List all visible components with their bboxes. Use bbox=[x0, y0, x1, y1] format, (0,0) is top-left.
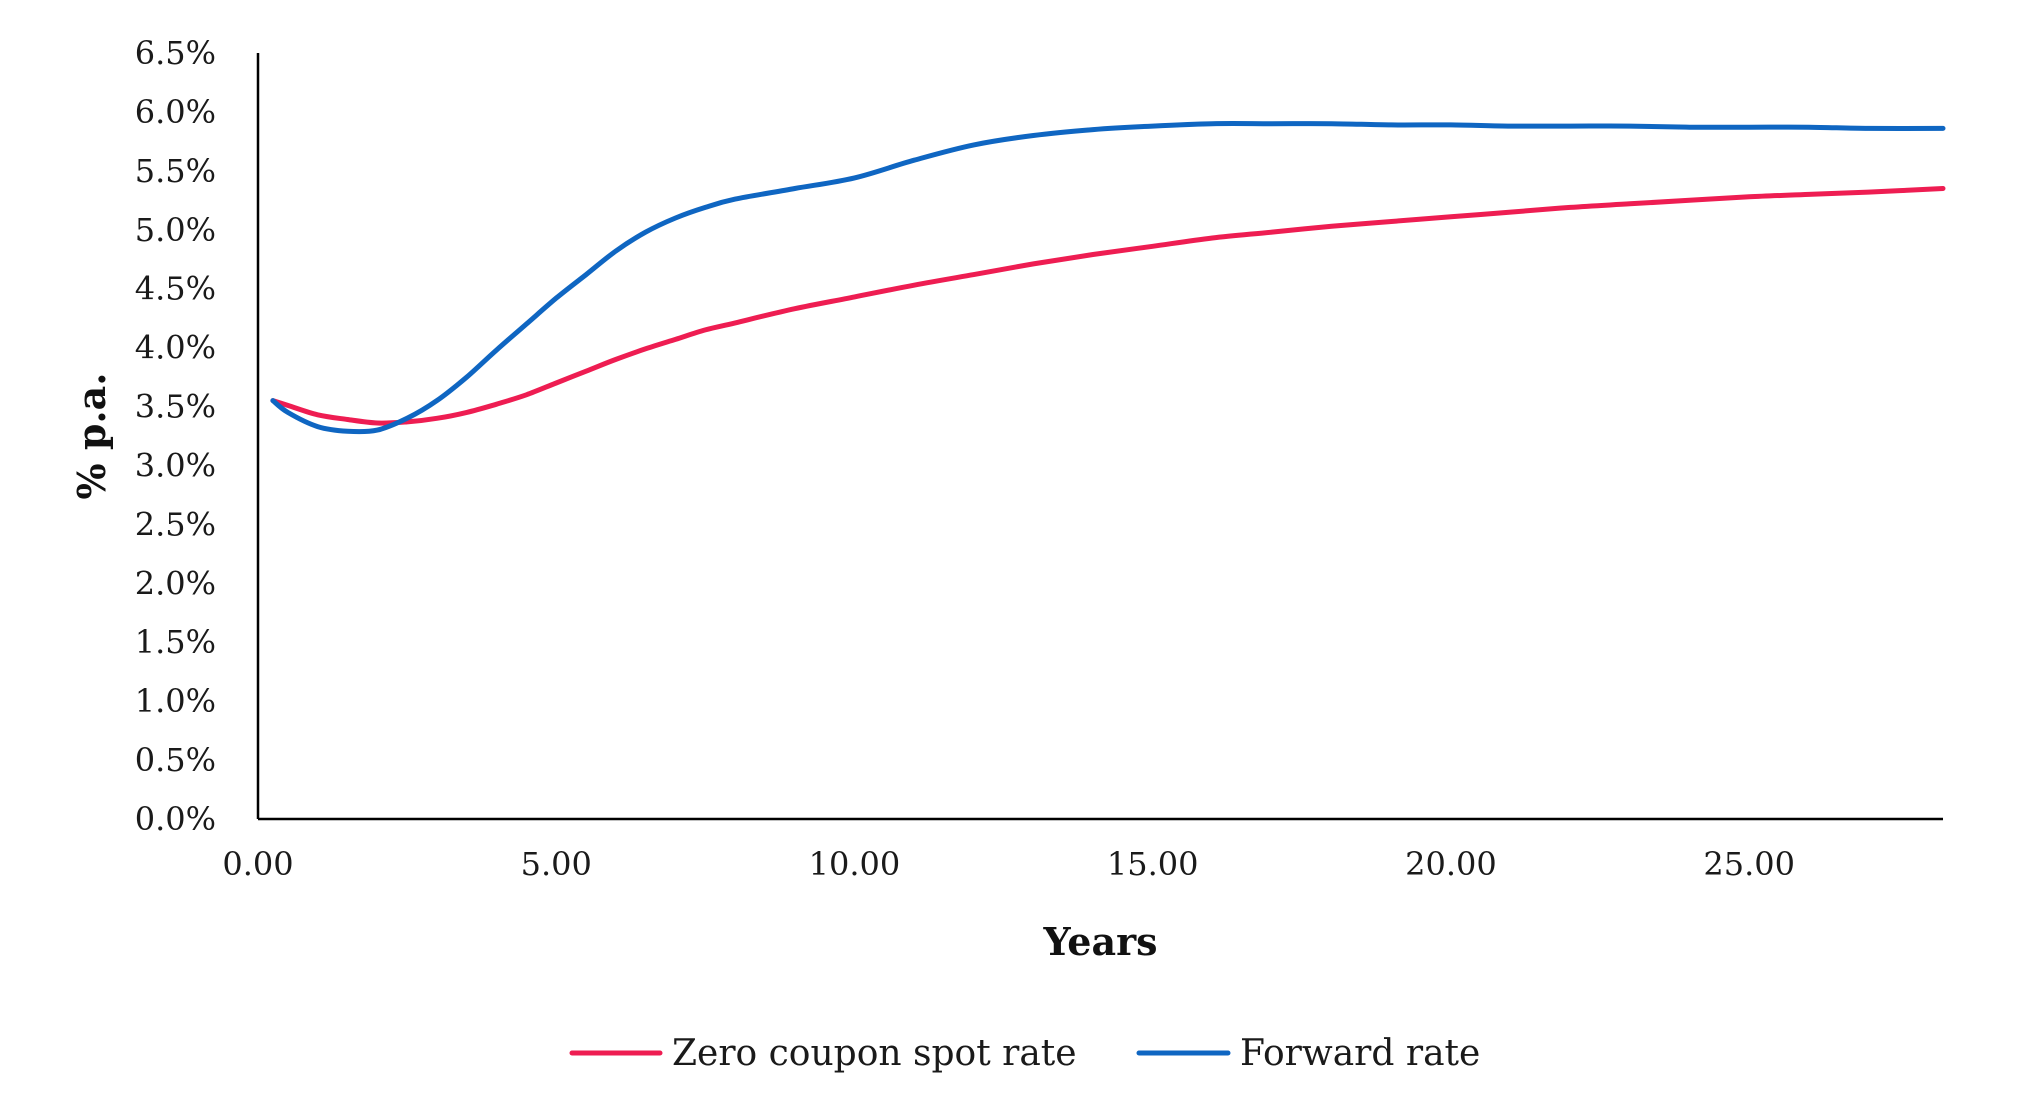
y-tick-label: 1.5% bbox=[135, 623, 216, 661]
y-axis-title: % p.a. bbox=[69, 373, 114, 500]
x-tick-label: 20.00 bbox=[1405, 845, 1497, 883]
x-axis-title: Years bbox=[1042, 919, 1157, 964]
y-tick-label: 1.0% bbox=[135, 682, 216, 720]
x-tick-label: 25.00 bbox=[1703, 845, 1795, 883]
y-tick-label: 2.5% bbox=[135, 505, 216, 543]
x-tick-label: 0.00 bbox=[222, 845, 293, 883]
y-tick-label: 6.5% bbox=[135, 34, 216, 72]
legend-label: Forward rate bbox=[1240, 1033, 1480, 1074]
x-tick-label: 5.00 bbox=[521, 845, 592, 883]
y-tick-label: 3.5% bbox=[135, 388, 216, 426]
x-tick-label: 15.00 bbox=[1107, 845, 1199, 883]
y-tick-label: 5.5% bbox=[135, 152, 216, 190]
y-axis-ticks: 0.0% 0.5% 1.0% 1.5% 2.0% 2.5% 3.0% 3.5% 4.0% 4.5%… bbox=[135, 34, 216, 838]
y-tick-label: 6.0% bbox=[135, 93, 216, 131]
y-tick-label: 4.0% bbox=[135, 329, 216, 367]
y-tick-label: 4.5% bbox=[135, 270, 216, 308]
plot-lines bbox=[270, 121, 1946, 435]
series-line-zero-coupon-spot-rate bbox=[270, 186, 1946, 426]
legend: Zero coupon spot rate Forward rate bbox=[569, 1033, 1480, 1074]
legend-label: Zero coupon spot rate bbox=[672, 1033, 1077, 1074]
y-tick-label: 3.0% bbox=[135, 446, 216, 484]
y-tick-label: 0.0% bbox=[135, 800, 216, 838]
series-line-forward-rate bbox=[270, 121, 1946, 435]
y-tick-label: 5.0% bbox=[135, 211, 216, 249]
y-tick-label: 0.5% bbox=[135, 741, 216, 779]
x-axis-ticks: 0.00 5.00 10.00 15.00 20.00 25.00 bbox=[222, 845, 1795, 883]
x-tick-label: 10.00 bbox=[809, 845, 901, 883]
y-tick-label: 2.0% bbox=[135, 564, 216, 602]
